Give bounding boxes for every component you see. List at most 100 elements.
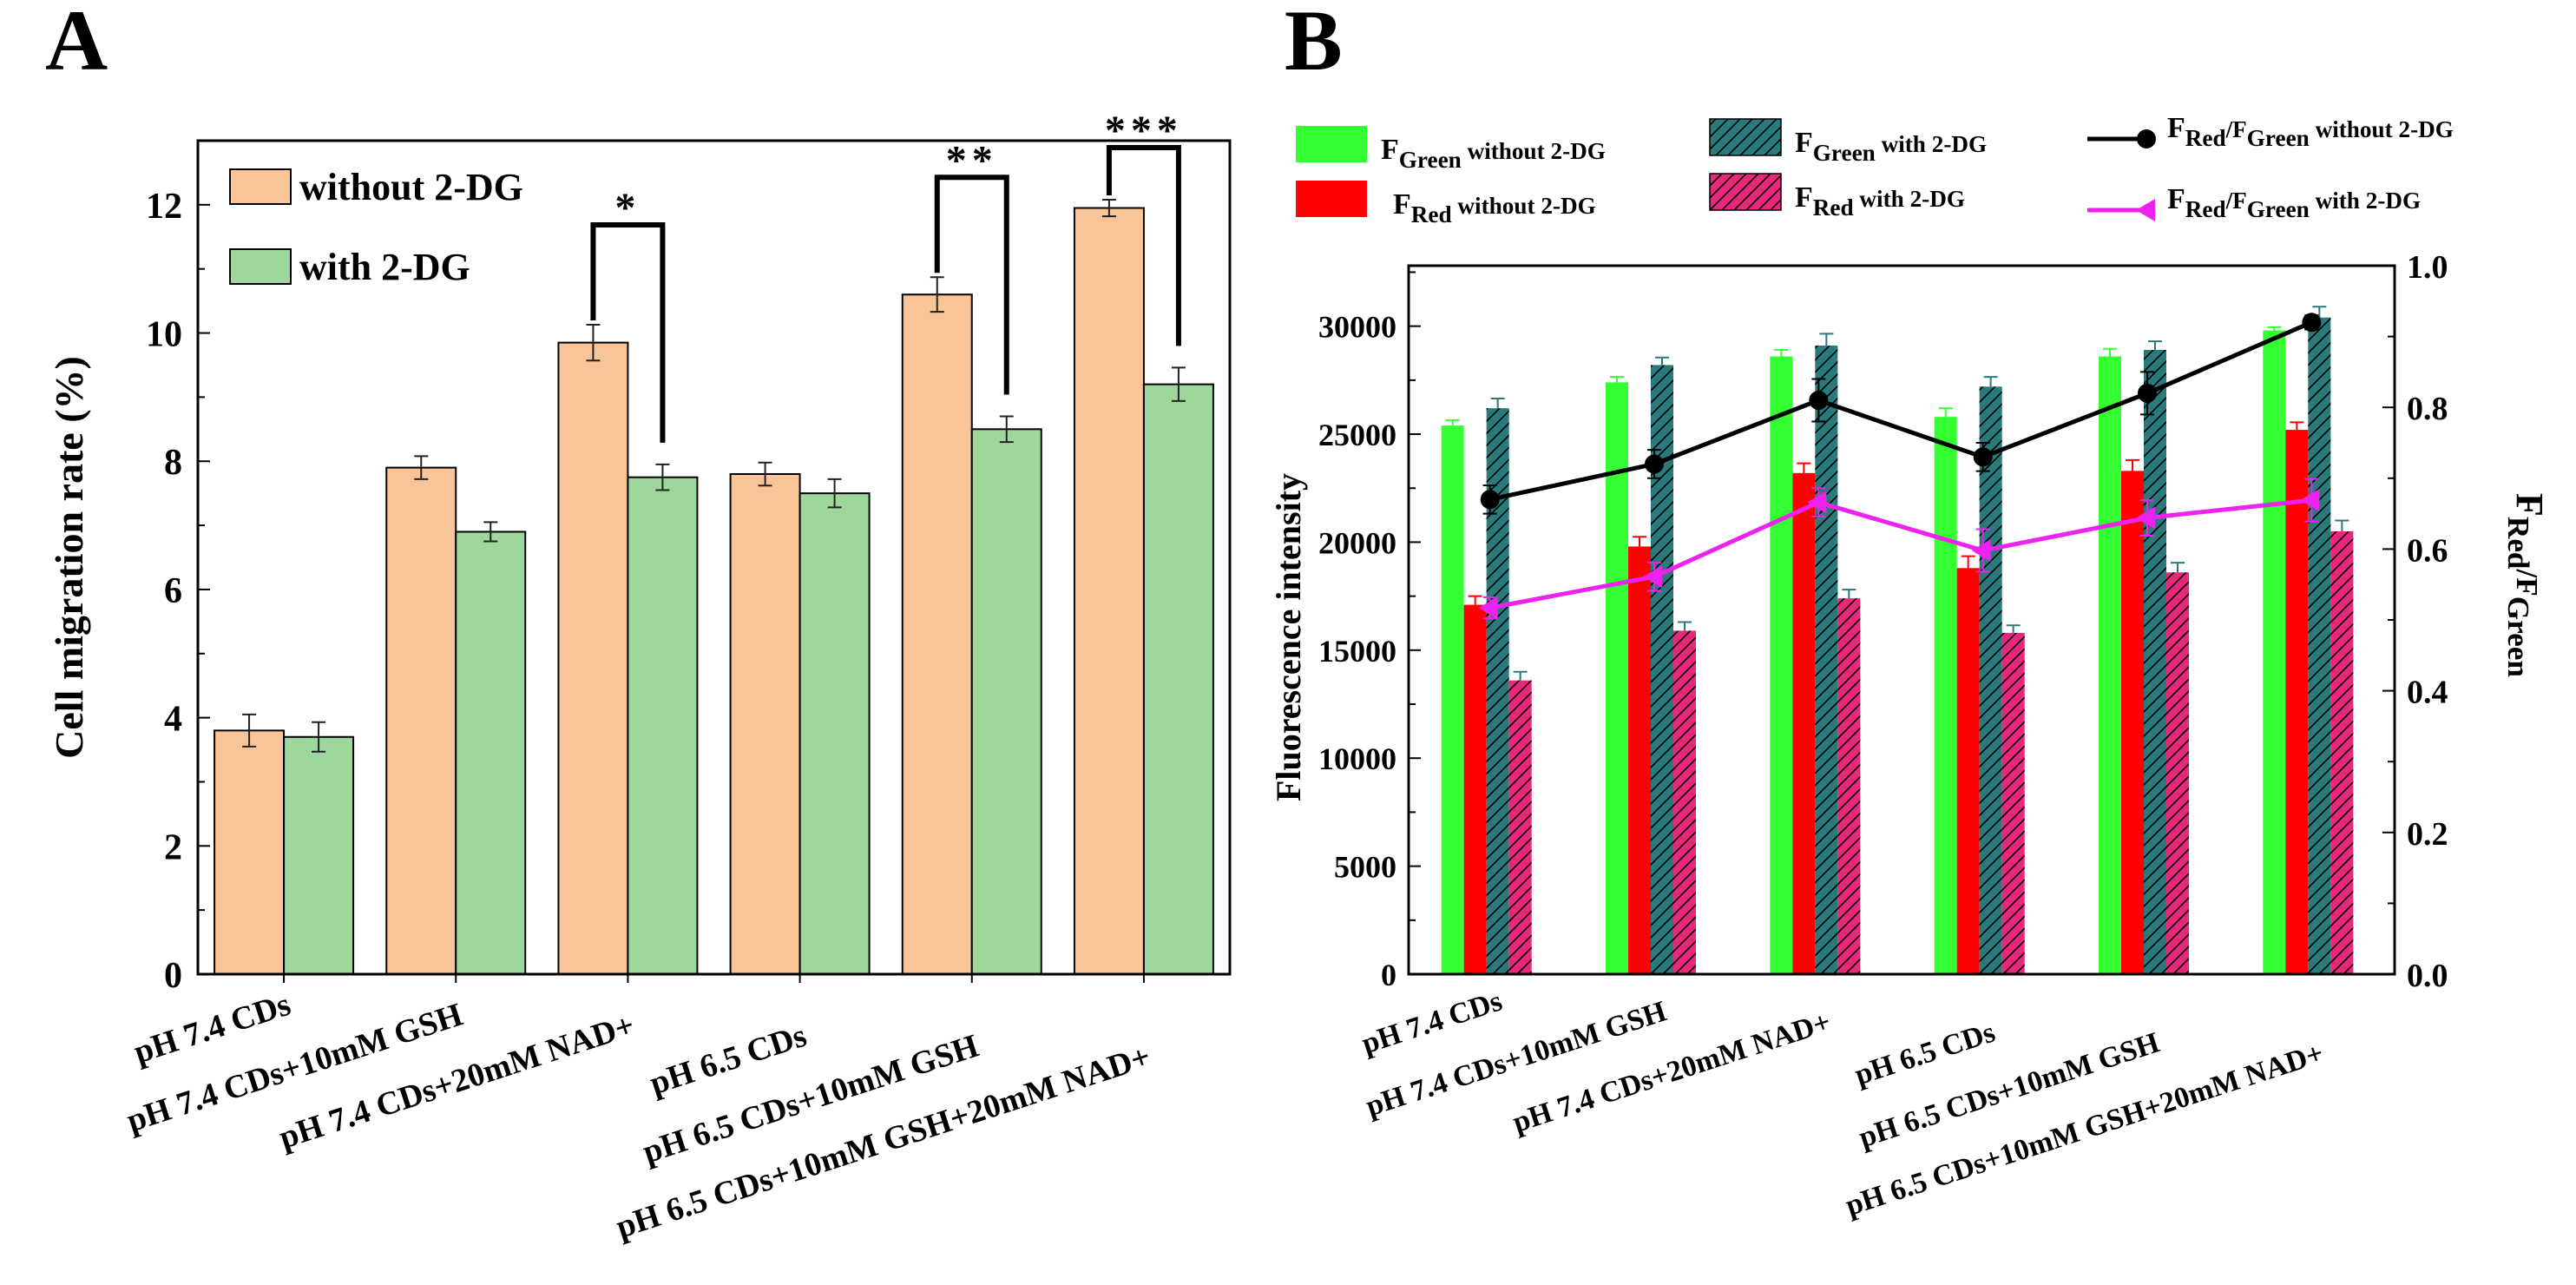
bar-without-2dg — [1073, 207, 1145, 976]
label-main: /F — [2225, 188, 2247, 214]
data-point — [1480, 490, 1500, 510]
y2-tick-label: 0.8 — [2407, 391, 2448, 427]
legend-swatch — [229, 168, 292, 205]
label-rest: with 2-DG — [1854, 186, 1965, 212]
plot-frame — [1407, 264, 2396, 976]
y-tick-label: 2 — [164, 827, 182, 867]
label-rest: with 2-DG — [1876, 131, 1987, 157]
y2-tick-label: 0.4 — [2407, 675, 2448, 711]
data-point — [1645, 454, 1664, 474]
label-main: F — [1795, 181, 1813, 214]
error-bar — [2148, 340, 2162, 351]
legend-swatch — [229, 248, 292, 285]
error-bar — [1938, 407, 1953, 418]
plot-frame — [196, 139, 1232, 976]
significance-marker: * — [614, 185, 641, 231]
y-tick-label: 8 — [164, 443, 182, 483]
label-rest: without 2-DG — [2310, 116, 2454, 142]
y-tick-label: 10000 — [1318, 741, 1396, 776]
label-subscript: Red — [2185, 125, 2226, 151]
bar-with-2dg — [798, 492, 871, 975]
error-bar — [1468, 595, 1482, 605]
data-point — [2300, 489, 2320, 512]
bar-hatch — [2308, 317, 2331, 975]
y2-tick-label: 0.0 — [2407, 958, 2448, 994]
y2-tick-label: 1.0 — [2407, 249, 2448, 286]
bar-without-2dg — [557, 341, 629, 976]
legend-label: without 2-DG — [299, 166, 523, 208]
y-tick-label: 10 — [146, 315, 182, 355]
ratio-line-with-2dg — [1489, 498, 2312, 610]
error-bar — [655, 463, 670, 491]
error-bar — [1961, 555, 1975, 569]
label-rest: without 2-DG — [1452, 193, 1596, 219]
bar-hatch — [1979, 386, 2002, 974]
bar-fred-without-2-dg — [1628, 546, 1651, 974]
legend-label: with 2-DG — [299, 246, 470, 288]
error-bar — [758, 461, 772, 487]
error-bar — [930, 276, 944, 313]
y-axis-label: Cell migration rate (%) — [47, 356, 91, 759]
legend-marker — [2136, 199, 2155, 221]
bar-without-2dg — [214, 729, 286, 976]
bar-fred-without-2-dg — [2121, 471, 2144, 974]
bar-with-2dg — [970, 428, 1042, 975]
y-tick-label: 15000 — [1318, 634, 1396, 669]
error-bar — [2103, 347, 2117, 357]
bar-fred-without-2-dg — [1463, 604, 1487, 974]
error-bar — [1171, 366, 1186, 402]
y2-axis-label: FRed/FGreen — [2501, 493, 2551, 677]
error-bar — [1797, 462, 1811, 473]
bar-fgreen-without-2-dg — [1934, 417, 1957, 974]
label-main: /F — [2510, 569, 2544, 596]
label-main: F — [2167, 112, 2185, 144]
error-bar — [2290, 421, 2304, 431]
y-tick-label: 0 — [164, 956, 182, 996]
data-point — [2138, 383, 2157, 403]
data-point — [1971, 539, 1991, 563]
label-subscript: Red — [1411, 201, 1452, 227]
legend-label: FRed without 2-DG — [1393, 188, 1596, 227]
error-bar — [2006, 624, 2021, 633]
data-point — [1973, 447, 1993, 467]
legend-swatch — [1296, 126, 1367, 162]
error-bar — [1774, 349, 1789, 357]
bar-fgreen-without-2-dg — [1441, 425, 1464, 975]
bar-without-2dg — [729, 473, 801, 975]
error-bar — [2267, 326, 2282, 331]
label-subscript: Red — [2501, 517, 2535, 570]
error-bar — [1513, 670, 1528, 681]
bar-with-2dg — [627, 476, 699, 975]
bar-hatch — [2166, 572, 2189, 974]
bar-with-2dg — [1142, 383, 1214, 976]
label-subscript: Green — [1813, 140, 1876, 166]
label-main: F — [1381, 134, 1399, 166]
legend-hatch — [1710, 174, 1781, 210]
bar-fred-without-2-dg — [1792, 472, 1816, 974]
y-axis-label: Fluorescence intensity — [1269, 473, 1308, 801]
y2-tick-label: 0.6 — [2407, 532, 2448, 569]
panel-label: A — [45, 0, 108, 89]
error-bar — [1983, 376, 1998, 387]
x-tick-label: pH 7.4 CDs+20mM NAD+ — [1509, 1005, 1835, 1138]
error-bar — [1633, 536, 1646, 547]
bar-hatch — [2330, 531, 2354, 974]
y-tick-label: 5000 — [1334, 850, 1396, 885]
label-subscript: Green — [2247, 196, 2310, 222]
bar-hatch — [2001, 632, 2025, 974]
bar-fred-without-2-dg — [2285, 430, 2309, 974]
y-tick-label: 30000 — [1318, 310, 1396, 345]
bar-fgreen-without-2-dg — [2099, 356, 2121, 974]
data-point — [2302, 313, 2322, 333]
error-bar — [2126, 458, 2139, 471]
label-rest: with 2-DG — [2310, 188, 2421, 214]
legend-label: FRed/FGreen with 2-DG — [2167, 183, 2421, 222]
error-bar — [1842, 589, 1856, 599]
significance-marker: ** — [946, 137, 998, 183]
bar-fred-without-2-dg — [1956, 568, 1980, 974]
label-main: F — [2167, 183, 2185, 215]
panel-label: B — [1285, 0, 1343, 89]
legend-label: FGreen with 2-DG — [1795, 127, 1987, 166]
error-bar — [1819, 333, 1834, 346]
